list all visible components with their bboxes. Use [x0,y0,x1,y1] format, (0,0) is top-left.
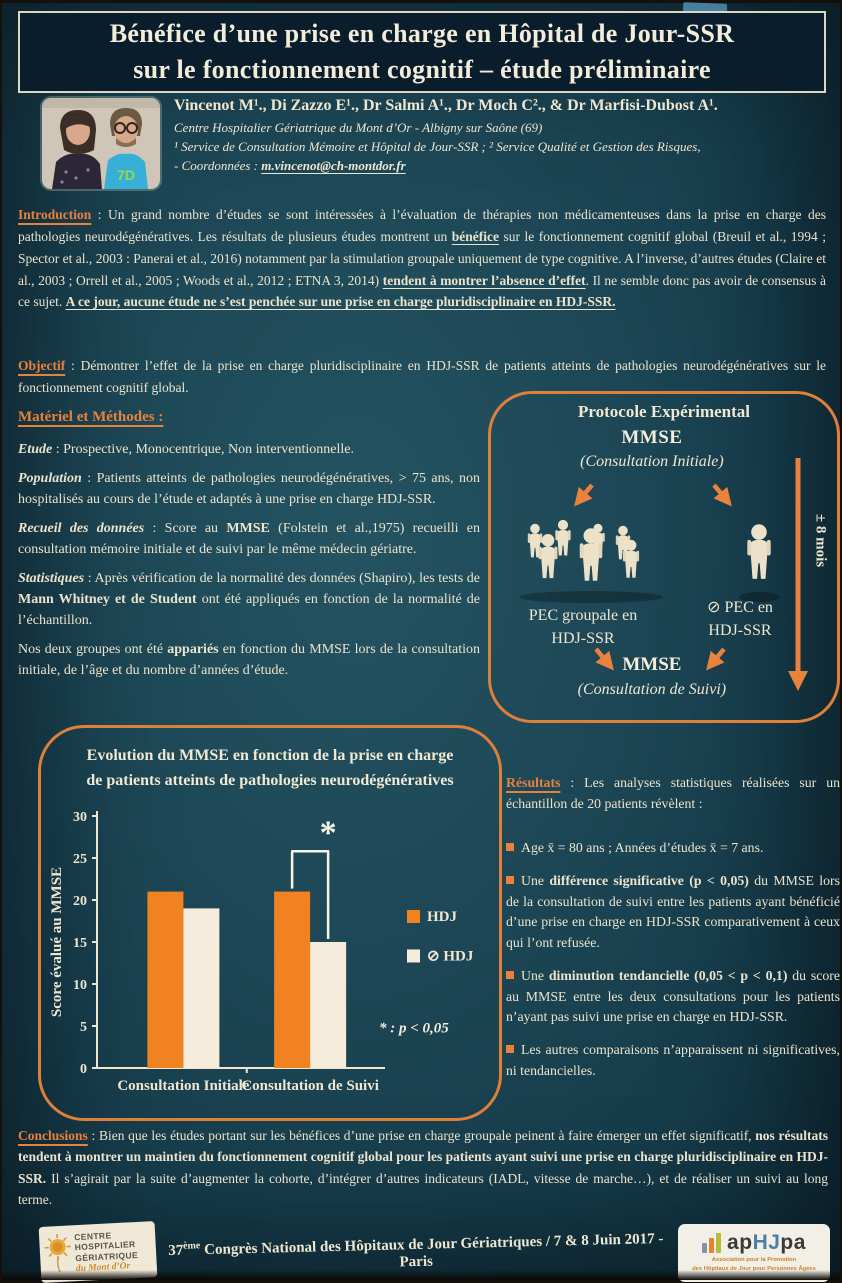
protocole-title: Protocole Expérimental [491,402,837,422]
aphjpa-bars-icon [702,1233,721,1253]
methodes-section: Etude : Prospective, Monocentrique, Non … [18,439,480,689]
svg-text:15: 15 [73,936,87,951]
resultat-age: Age x̄ = 80 ans ; Années d’études x̄ = 7… [506,838,840,859]
svg-text:0: 0 [80,1062,87,1077]
patient-group-figures [503,509,678,604]
svg-text:20: 20 [73,894,87,909]
aphjpa-wordmark: apHJpa [727,1232,806,1253]
bullet-square-icon [506,876,514,884]
poster-title-line2: sur le fonctionnement cognitif – étude p… [20,55,824,85]
svg-text:HDJ: HDJ [427,909,458,925]
chg-logo-text: CENTRE HOSPITALIER GÉRIATRIQUE [74,1229,138,1263]
title-band: Bénéfice d’une prise en charge en Hôpita… [18,11,826,93]
svg-text:7D: 7D [117,167,135,183]
introduction-heading: Introduction [18,207,91,222]
svg-text:⊘ HDJ: ⊘ HDJ [427,948,474,964]
svg-text:25: 25 [73,852,87,867]
svg-text:Consultation Initiale: Consultation Initiale [117,1078,249,1094]
objectif-heading: Objectif [18,358,65,373]
resultats-heading: Résultats [506,775,560,790]
authors-photo: 7D [42,98,160,189]
svg-text:30: 30 [73,810,87,825]
svg-text:Score évalué au MMSE: Score évalué au MMSE [49,867,65,1017]
authors-affiliation: Centre Hospitalier Gériatrique du Mont d… [174,120,829,136]
svg-text:* : p < 0,05: * : p < 0,05 [379,1021,449,1037]
bullet-square-icon [506,971,514,979]
authors-block: Vincenot M¹., Di Zazzo E¹., Dr Salmi A¹.… [174,97,829,177]
protocole-consult-initial: (Consultation Initiale) [491,453,813,471]
conclusions-section: Conclusions : Bien que les études portan… [18,1125,828,1210]
statistiques-paragraph: Statistiques : Après vérification de la … [18,568,480,631]
contact-email: m.vincenot@ch-montdor.fr [261,158,405,173]
bullet-square-icon [506,843,514,851]
duration-arrow-icon [787,454,809,706]
conclusions-heading: Conclusions [18,1128,88,1143]
protocole-mmse-initial: MMSE [491,427,813,449]
methodes-heading: Matériel et Méthodes : [18,409,163,426]
svg-text:*: * [320,814,337,851]
resultat-diminution: Une diminution tendancielle (0,05 < p < … [506,966,840,1028]
etude-paragraph: Etude : Prospective, Monocentrique, Non … [18,439,480,460]
resultats-section: Résultats : Les analyses statistiques ré… [506,773,840,1081]
single-patient-figure [729,509,789,604]
pec-groupale-label: PEC groupale en HDJ-SSR [499,604,667,650]
bottom-shadow [2,1270,840,1280]
population-paragraph: Population : Patients atteints de pathol… [18,468,480,510]
authors-contact: - Coordonnées : m.vincenot@ch-montdor.fr [174,158,829,174]
protocole-mmse-suivi: MMSE [491,654,813,676]
protocole-consult-suivi: (Consultation de Suivi) [491,681,813,699]
poster-title-line1: Bénéfice d’une prise en charge en Hôpita… [20,19,824,49]
groupes-paragraph: Nos deux groupes ont été appariés en fon… [18,639,480,681]
protocole-box: Protocole Expérimental MMSE (Consultatio… [488,391,840,723]
authors-services: ¹ Service de Consultation Mémoire et Hôp… [174,139,829,155]
authors-names: Vincenot M¹., Di Zazzo E¹., Dr Salmi A¹.… [174,97,829,115]
resultat-difference: Une différence significative (p < 0,05) … [506,871,840,954]
duration-label: ± 8 mois [812,504,829,578]
mmse-bar-chart: 0 5 10 15 20 25 30 Score évalué au MMSE Consulta… [47,802,493,1102]
bullet-square-icon [506,1045,514,1053]
poster: Bénéfice d’une prise en charge en Hôpita… [2,3,840,1280]
recueil-paragraph: Recueil des données : Score au MMSE (Fol… [18,518,480,560]
introduction-section: Introduction : Un grand nombre d’études … [18,204,826,313]
resultat-autres: Les autres comparaisons n’apparaissent n… [506,1040,840,1081]
chart-box: Evolution du MMSE en fonction de la pris… [38,725,502,1121]
svg-text:Consultation de Suivi: Consultation de Suivi [241,1078,379,1094]
chart-title: Evolution du MMSE en fonction de la pris… [55,744,485,794]
svg-text:5: 5 [80,1020,87,1035]
svg-text:10: 10 [73,978,87,993]
